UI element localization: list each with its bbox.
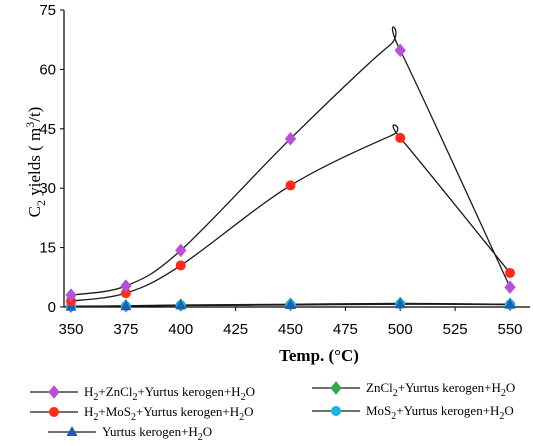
data-point-series-3 (175, 299, 187, 310)
data-point-series-3 (120, 300, 132, 311)
data-point-series-1 (120, 279, 132, 293)
legend: H2+ZnCl2+Yurtus kerogen+H2OH2+MoS2+Yurtu… (30, 380, 515, 443)
x-tick-label: 400 (168, 321, 193, 338)
x-axis-title: Temp. (°C) (279, 346, 359, 365)
data-point-series-1 (175, 243, 187, 258)
legend-label: ZnCl2+Yurtus kerogen+H2O (366, 380, 515, 399)
data-point-series-1 (504, 280, 516, 294)
data-point-series-1 (394, 43, 406, 58)
series-curves (70, 26, 511, 308)
data-point-series-2 (175, 260, 186, 271)
legend-entry-3: Yurtus kerogen+H2O (48, 424, 212, 443)
data-point-series-2 (285, 180, 296, 191)
legend-marker (330, 381, 342, 395)
series-markers (65, 43, 516, 313)
legend-marker (331, 406, 341, 416)
x-tick-label: 475 (333, 321, 358, 338)
x-tick-label: 375 (113, 321, 138, 338)
data-point-series-3 (285, 299, 296, 310)
series-line-1 (70, 26, 511, 296)
legend-label: H2+ZnCl2+Yurtus kerogen+H2O (84, 384, 255, 403)
data-point-series-3 (394, 298, 406, 309)
x-tick-label: 550 (497, 321, 522, 338)
y-axis-title: C2 yields ( m3/t) (23, 107, 48, 218)
x-tick-label: 500 (388, 321, 413, 338)
y-tick-label: 75 (39, 2, 56, 19)
legend-label: Yurtus kerogen+H2O (102, 424, 212, 443)
legend-entry-4: ZnCl2+Yurtus kerogen+H2O (312, 380, 515, 399)
y-axis-ticks: 0 15 30 45 60 75 (39, 2, 64, 316)
legend-entry-1: H2+ZnCl2+Yurtus kerogen+H2O (30, 384, 255, 403)
x-axis-ticks: 350 375 400 425 450 475 500 525 550 (58, 307, 523, 338)
y-tick-label: 45 (39, 121, 56, 138)
legend-marker (66, 426, 78, 436)
legend-entry-5: MoS2+Yurtus kerogen+H2O (312, 403, 514, 422)
data-point-series-2 (395, 132, 406, 143)
legend-marker (49, 407, 59, 417)
data-point-series-1 (284, 131, 297, 146)
plot-axes (63, 10, 530, 308)
data-point-series-3 (504, 298, 516, 309)
x-tick-label: 350 (58, 321, 83, 338)
y-tick-label: 15 (39, 240, 56, 257)
data-point-series-2 (120, 288, 131, 299)
y-tick-label: 30 (39, 180, 56, 197)
legend-label: MoS2+Yurtus kerogen+H2O (366, 403, 514, 422)
y-tick-label: 60 (39, 61, 56, 78)
legend-marker (48, 385, 60, 399)
legend-label: H2+MoS2+Yurtus kerogen+H2O (84, 404, 254, 423)
data-point-series-2 (505, 267, 515, 278)
series-line-2 (70, 124, 511, 302)
x-tick-label: 525 (443, 321, 468, 338)
y-tick-label: 0 (48, 299, 56, 316)
legend-entry-2: H2+MoS2+Yurtus kerogen+H2O (30, 404, 254, 423)
data-point-series-1 (65, 288, 77, 302)
x-tick-label: 425 (223, 321, 248, 338)
x-tick-label: 450 (278, 321, 303, 338)
